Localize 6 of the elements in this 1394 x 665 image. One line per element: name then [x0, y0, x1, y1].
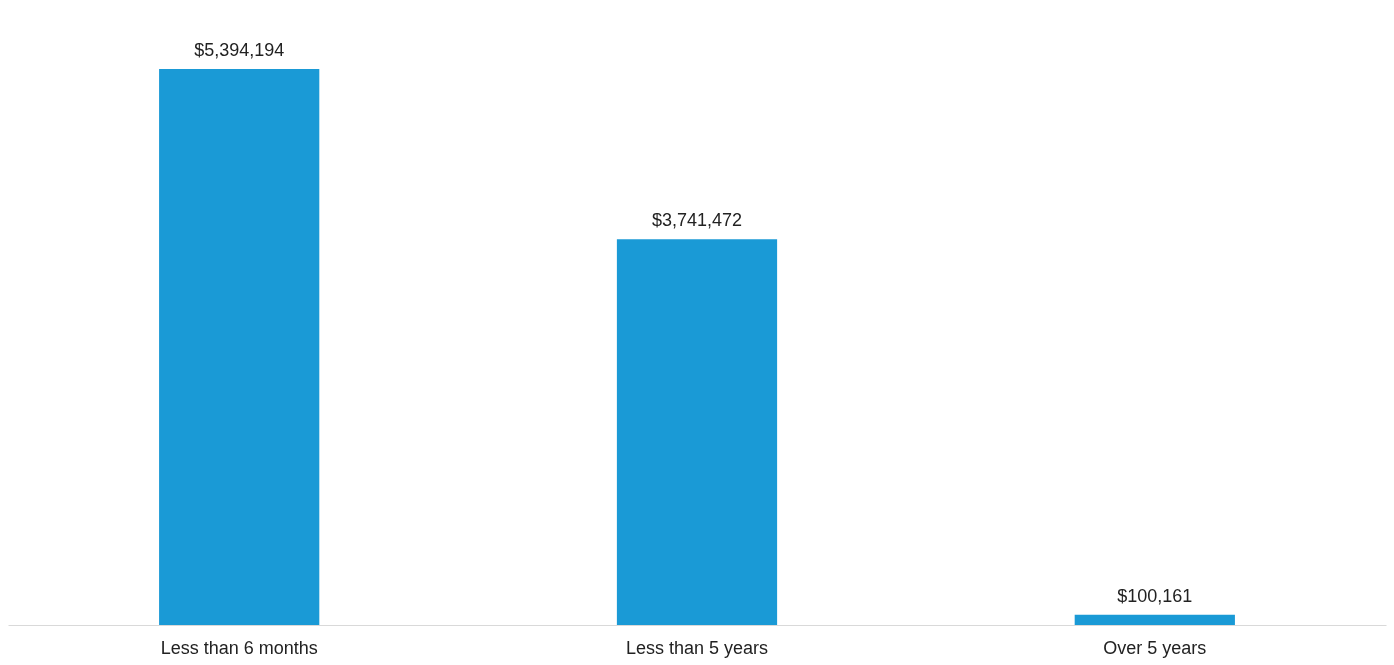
data-label: $5,394,194	[194, 40, 285, 60]
data-label: $3,741,472	[651, 210, 743, 231]
x-tick-label: Less than 6 months	[160, 637, 318, 658]
x-tick-label: Less than 5 years	[625, 637, 769, 658]
x-tick-label: Over 5 years	[1103, 637, 1207, 658]
data-label: $100,161	[1117, 585, 1193, 606]
